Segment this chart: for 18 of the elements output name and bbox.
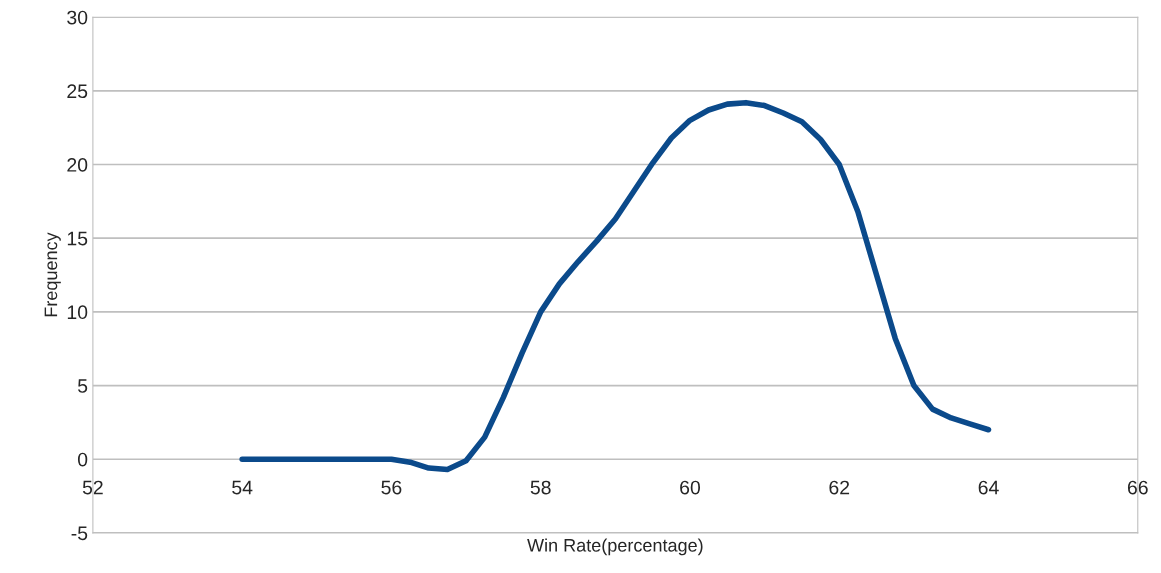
x-tick-label: 54 [232, 480, 253, 495]
x-tick-label: 64 [978, 480, 999, 495]
x-tick-label: 62 [829, 480, 850, 495]
x-tick-label: 52 [82, 480, 103, 495]
x-tick-label: 60 [680, 480, 701, 495]
y-tick-label: 15 [67, 231, 88, 246]
y-tick-label: 25 [67, 84, 88, 99]
y-axis-title: Frequency [44, 232, 61, 317]
y-tick-label: 30 [67, 10, 88, 25]
y-tick-label: 10 [67, 305, 88, 320]
y-tick-label: 5 [77, 379, 88, 393]
x-tick-label: 66 [1127, 480, 1148, 495]
x-tick-label: 58 [530, 480, 551, 495]
y-tick-label: -5 [71, 526, 88, 541]
x-axis-title: Win Rate(percentage) [527, 538, 703, 556]
y-tick-label: 20 [67, 158, 88, 172]
x-tick-label: 56 [381, 480, 402, 495]
y-tick-label: 0 [77, 452, 88, 467]
